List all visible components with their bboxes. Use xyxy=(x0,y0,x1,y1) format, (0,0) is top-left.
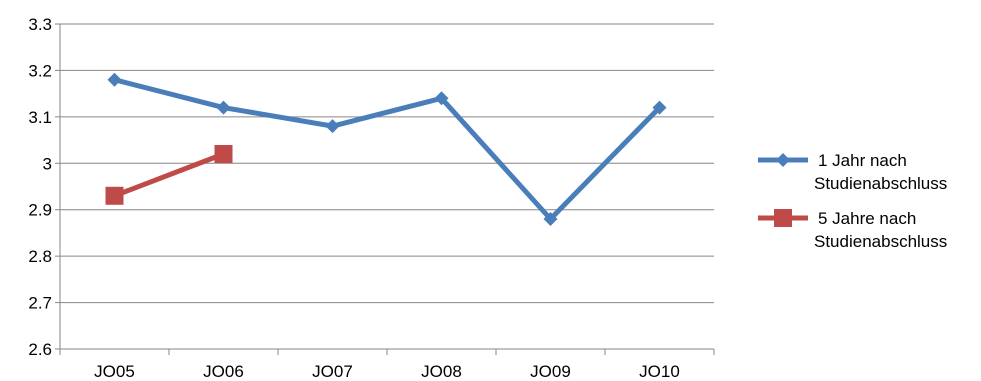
legend-item-1: 1 Jahr nach Studienabschluss xyxy=(758,151,947,193)
y-tick-label: 3 xyxy=(43,154,52,173)
data-point-square xyxy=(105,186,124,205)
legend: 1 Jahr nach Studienabschluss 5 Jahre nach S… xyxy=(758,151,947,251)
x-tick-label: JO07 xyxy=(312,362,353,381)
x-tick-labels: JO05 JO06 JO07 JO08 JO09 JO10 xyxy=(94,362,680,381)
legend-label: 5 Jahre nach xyxy=(818,209,916,228)
x-tick-label: JO05 xyxy=(94,362,135,381)
data-point-diamond xyxy=(216,100,231,115)
y-tick-label: 3.2 xyxy=(28,61,52,80)
data-point-diamond xyxy=(434,91,449,106)
legend-label: Studienabschluss xyxy=(814,232,947,251)
y-tick-label: 3.1 xyxy=(28,108,52,127)
x-tick-label: JO08 xyxy=(421,362,462,381)
series-2 xyxy=(105,145,233,205)
data-point-diamond xyxy=(107,72,122,87)
legend-item-2: 5 Jahre nach Studienabschluss xyxy=(758,209,947,251)
y-tick-label: 2.9 xyxy=(28,201,52,220)
series-line xyxy=(113,151,225,199)
data-point-square xyxy=(214,145,233,163)
data-point-diamond xyxy=(325,119,340,134)
y-tick-label: 2.6 xyxy=(28,340,52,359)
axes xyxy=(55,23,715,355)
data-point-diamond xyxy=(543,212,558,226)
x-tick-label: JO10 xyxy=(639,362,680,381)
y-tick-label: 2.8 xyxy=(28,247,52,266)
series-line xyxy=(113,77,662,222)
y-tick-label: 3.3 xyxy=(28,15,52,34)
gridlines xyxy=(60,23,714,304)
x-tick-label: JO06 xyxy=(203,362,244,381)
y-tick-label: 2.7 xyxy=(28,294,52,313)
series-group xyxy=(105,72,667,226)
data-point-square xyxy=(774,209,792,227)
legend-label: 1 Jahr nach xyxy=(818,151,907,170)
x-tick-label: JO09 xyxy=(530,362,571,381)
data-point-diamond xyxy=(776,153,790,167)
series-1 xyxy=(107,72,667,226)
data-point-diamond xyxy=(652,100,667,115)
y-tick-labels: 2.6 2.7 2.8 2.9 3 3.1 3.2 3.3 xyxy=(28,15,52,359)
legend-label: Studienabschluss xyxy=(814,174,947,193)
